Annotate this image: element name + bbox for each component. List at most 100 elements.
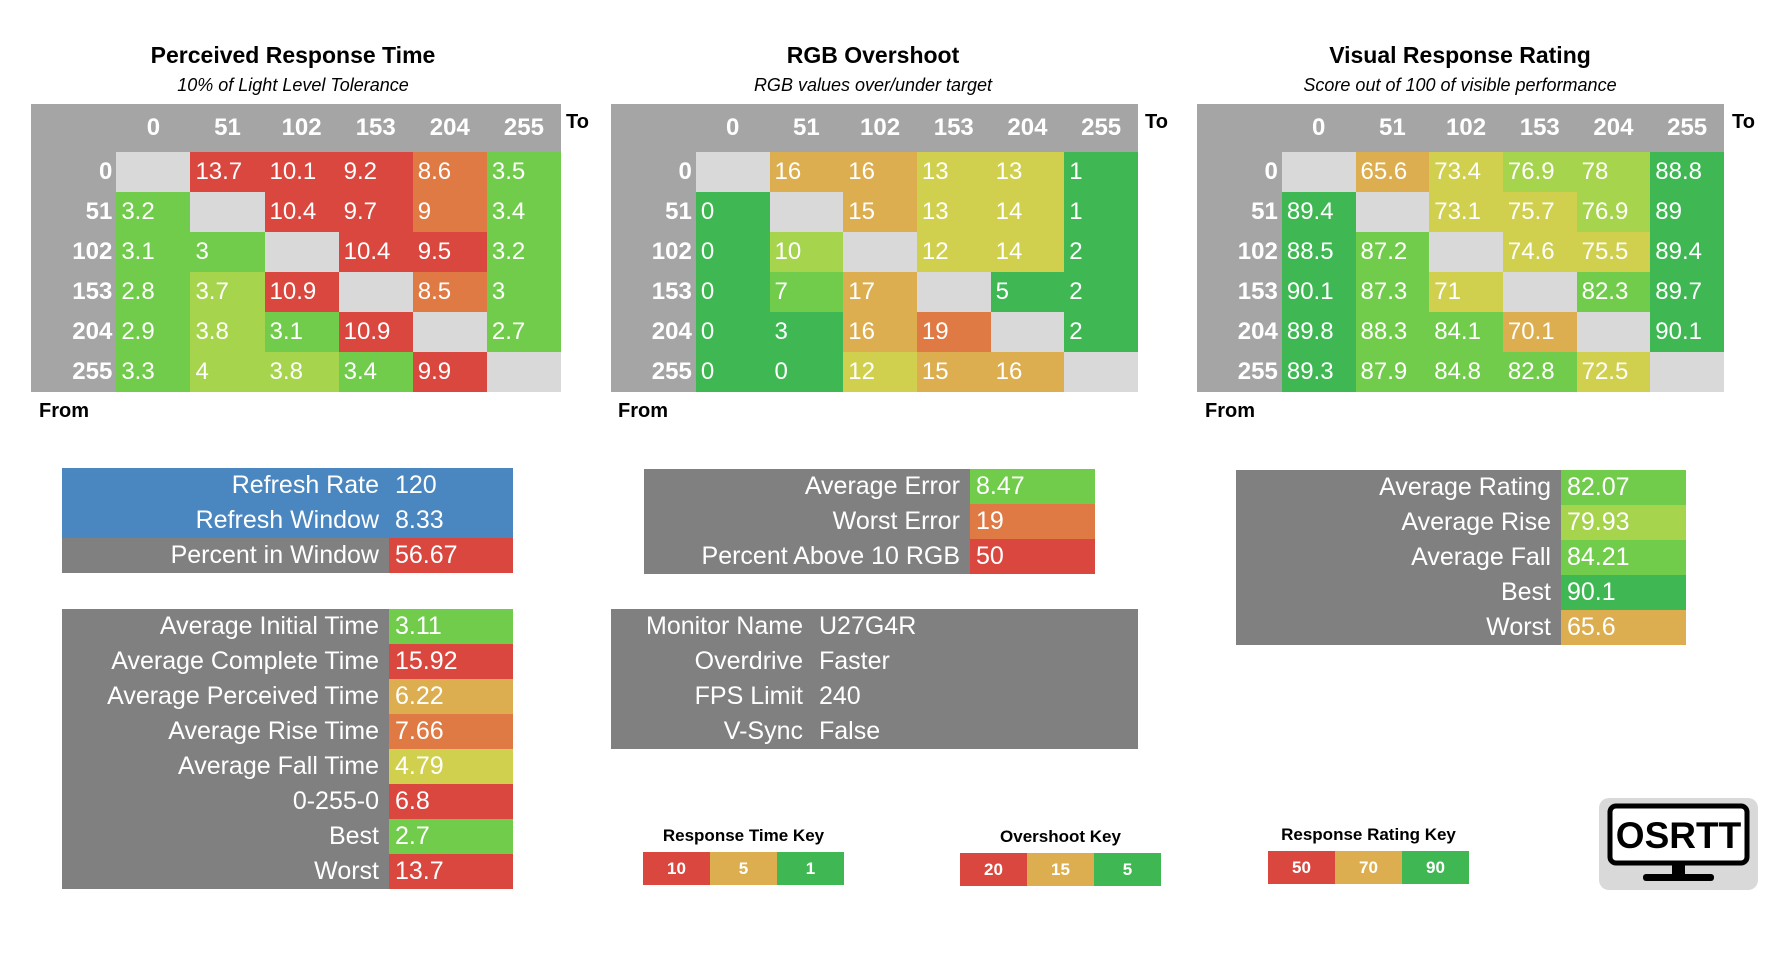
percent-in-window-row: Percent in Window 56.67	[62, 538, 513, 573]
perceived-cell: 3.8	[190, 312, 264, 352]
refresh-rate-label: Refresh Rate	[62, 468, 389, 503]
refresh-window-value: 8.33	[389, 503, 513, 538]
overshoot-cell: 2	[1064, 232, 1138, 272]
perceived-col-header: 153	[339, 104, 413, 152]
monitor-name-row: Monitor Name U27G4R	[611, 609, 1138, 644]
best-row: Best 90.1	[1236, 575, 1686, 610]
rating-col-header: 0	[1282, 104, 1356, 152]
perceived-cell	[116, 152, 190, 192]
monitor-info-panel: Monitor Name U27G4R Overdrive Faster FPS Lim…	[611, 609, 1138, 749]
rating-cell: 89.3	[1282, 352, 1356, 392]
key-swatch: 20	[960, 853, 1027, 886]
rating-cell: 87.3	[1356, 272, 1430, 312]
perceived-col-header: 102	[265, 104, 339, 152]
response-rating-key: Response Rating Key 50 70 90	[1268, 825, 1469, 884]
perceived-cell	[265, 232, 339, 272]
rating-cell: 78	[1577, 152, 1651, 192]
rating-row-header: 102	[1197, 232, 1282, 272]
key-swatches: 10 5 1	[643, 852, 844, 885]
average-rating-label: Average Rating	[1236, 470, 1561, 505]
perceived-cell: 9	[413, 192, 487, 232]
rating-cell	[1650, 352, 1724, 392]
rating-col-header: 51	[1356, 104, 1430, 152]
perceived-cell: 8.6	[413, 152, 487, 192]
best-label: Best	[1236, 575, 1561, 610]
overshoot-cell: 17	[843, 272, 917, 312]
worst-value: 65.6	[1561, 610, 1686, 645]
perceived-col-header: 51	[190, 104, 264, 152]
rating-cell	[1282, 152, 1356, 192]
overshoot-key: Overshoot Key 20 15 5	[960, 827, 1161, 886]
overshoot-cell: 13	[991, 152, 1065, 192]
perceived-cell: 2.8	[116, 272, 190, 312]
overshoot-corner-cell	[611, 104, 696, 152]
overshoot-from-label: From	[618, 400, 668, 423]
perceived-cell: 2.9	[116, 312, 190, 352]
perceived-cell: 4	[190, 352, 264, 392]
overshoot-cell: 15	[843, 192, 917, 232]
perceived-row: 204 2.9 3.8 3.1 10.9 2.7	[31, 312, 561, 352]
average-error-label: Average Error	[644, 469, 970, 504]
overshoot-cell: 16	[843, 152, 917, 192]
refresh-rate-value: 120	[389, 468, 513, 503]
rating-cell: 88.5	[1282, 232, 1356, 272]
worst-error-row: Worst Error 19	[644, 504, 1095, 539]
refresh-rate-row: Refresh Rate 120	[62, 468, 513, 503]
key-swatch: 70	[1335, 851, 1402, 884]
best-label: Best	[62, 819, 389, 854]
v-sync-label: V-Sync	[611, 714, 813, 749]
perceived-to-label: To	[566, 111, 589, 134]
perceived-cell: 3.1	[265, 312, 339, 352]
v-sync-value: False	[813, 714, 1138, 749]
best-value: 90.1	[1561, 575, 1686, 610]
key-title: Response Rating Key	[1268, 825, 1469, 845]
perceived-col-header: 204	[413, 104, 487, 152]
overshoot-cell: 12	[843, 352, 917, 392]
osrtt-logo: OSRTT	[1599, 798, 1758, 890]
percent-above-10-rgb-row: Percent Above 10 RGB 50	[644, 539, 1095, 574]
rating-col-header: 204	[1577, 104, 1651, 152]
perceived-cell: 3.4	[339, 352, 413, 392]
average-rise-time-label: Average Rise Time	[62, 714, 389, 749]
average-complete-time-row: Average Complete Time 15.92	[62, 644, 513, 679]
key-swatch: 90	[1402, 851, 1469, 884]
average-rise-time-row: Average Rise Time 7.66	[62, 714, 513, 749]
overshoot-cell: 0	[770, 352, 844, 392]
perceived-row-header: 51	[31, 192, 116, 232]
perceived-cell: 10.4	[265, 192, 339, 232]
rating-cell: 75.7	[1503, 192, 1577, 232]
overshoot-cell: 14	[991, 232, 1065, 272]
svg-text:OSRTT: OSRTT	[1616, 815, 1742, 856]
average-fall-time-label: Average Fall Time	[62, 749, 389, 784]
average-error-row: Average Error 8.47	[644, 469, 1095, 504]
overshoot-col-header: 255	[1064, 104, 1138, 152]
rating-row: 51 89.4 73.1 75.7 76.9 89	[1197, 192, 1724, 232]
rating-cell: 89.4	[1650, 232, 1724, 272]
average-perceived-time-row: Average Perceived Time 6.22	[62, 679, 513, 714]
overshoot-cell	[1064, 352, 1138, 392]
average-complete-time-value: 15.92	[389, 644, 513, 679]
overshoot-row-header: 153	[611, 272, 696, 312]
perceived-cell: 10.9	[339, 312, 413, 352]
overshoot-title: RGB Overshoot	[668, 42, 1078, 69]
rating-cell: 71	[1429, 272, 1503, 312]
worst-row: Worst 65.6	[1236, 610, 1686, 645]
perceived-subtitle: 10% of Light Level Tolerance	[88, 75, 498, 96]
average-initial-time-value: 3.11	[389, 609, 513, 644]
perceived-cell: 3.8	[265, 352, 339, 392]
perceived-cell	[487, 352, 561, 392]
key-title: Response Time Key	[643, 826, 844, 846]
rating-cell: 88.3	[1356, 312, 1430, 352]
perceived-cell: 3.2	[116, 192, 190, 232]
refresh-window-row: Refresh Window 8.33	[62, 503, 513, 538]
overshoot-cell: 13	[917, 192, 991, 232]
average-error-value: 8.47	[970, 469, 1095, 504]
rating-to-label: To	[1732, 111, 1755, 134]
response-time-summary-panel: Average Initial Time 3.11 Average Complete…	[62, 609, 513, 889]
perceived-cell	[190, 192, 264, 232]
rating-cell: 89.4	[1282, 192, 1356, 232]
average-rise-time-value: 7.66	[389, 714, 513, 749]
rating-cell: 90.1	[1650, 312, 1724, 352]
perceived-cell: 3	[190, 232, 264, 272]
rating-row: 255 89.3 87.9 84.8 82.8 72.5	[1197, 352, 1724, 392]
